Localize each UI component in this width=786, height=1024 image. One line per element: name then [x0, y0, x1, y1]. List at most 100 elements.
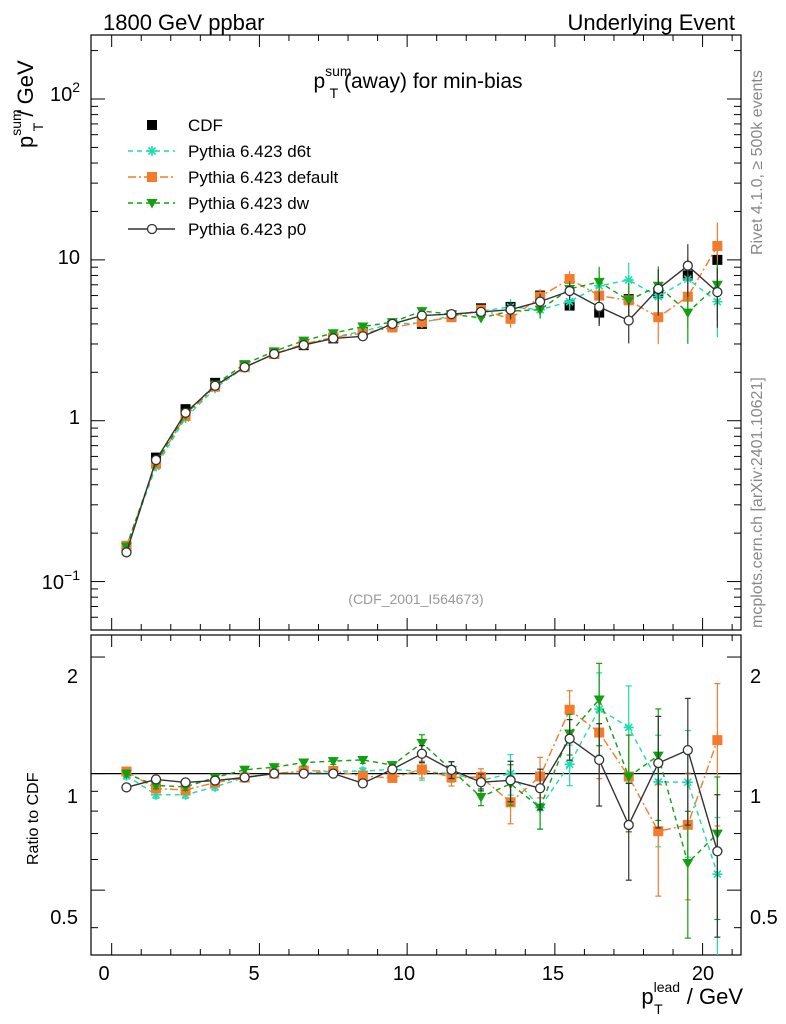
legend-label-1: Pythia 6.423 d6t: [188, 142, 311, 161]
point-4-10: [416, 310, 428, 321]
legend-entry-4: [128, 223, 175, 235]
legend-entry-1: [128, 146, 175, 156]
point-4-5: [269, 348, 280, 360]
ratio-point-3-12: [475, 793, 487, 803]
legend-marker-4: [146, 223, 158, 235]
point-4-9: [387, 318, 398, 330]
header-left: 1800 GeV ppbar: [103, 10, 264, 35]
legend-marker-3: [146, 199, 158, 209]
point-4-12: [475, 306, 487, 318]
ratio-tick-label-right-1: 1: [750, 786, 761, 808]
ratio-point-4-15: [564, 733, 575, 744]
point-4-14: [534, 296, 546, 307]
point-4-16: [594, 301, 605, 313]
point-4-15: [564, 285, 575, 297]
point-4-7: [328, 333, 339, 344]
ratio-point-3-7: [327, 757, 339, 767]
ratio-tick-label-left-0: 0.5: [50, 907, 78, 929]
x-axis-label: plead T / GeV: [641, 979, 743, 1017]
mcplots-label: mcplots.cern.ch [arXiv:2401.10621]: [749, 377, 766, 628]
ratio-line-1: [126, 708, 719, 875]
ratio-point-4-20: [712, 846, 723, 857]
point-4-18: [653, 283, 664, 295]
point-2-15: [564, 274, 575, 285]
point-4-6: [298, 339, 309, 351]
ratio-point-2-18: [653, 826, 664, 837]
ratio-point-1-15: [564, 759, 575, 770]
ratio-point-3-16: [593, 695, 605, 706]
ratio-tick-label-right-0: 0.5: [750, 907, 778, 929]
point-2-18: [653, 312, 664, 323]
ratio-point-2-8: [357, 770, 368, 781]
ratio-tick-label-left-2: 2: [67, 666, 78, 688]
y-tick-label-1: 1: [69, 407, 80, 429]
point-2-20: [712, 240, 723, 251]
legend-label-4: Pythia 6.423 p0: [188, 220, 306, 239]
ratio-point-3-10: [416, 738, 428, 749]
point-3-12: [475, 314, 487, 324]
ratio-point-4-9: [387, 764, 398, 775]
ratio-point-2-10: [416, 764, 427, 775]
ratio-y-axis-label: Ratio to CDF: [25, 772, 42, 865]
point-3-8: [357, 322, 369, 333]
analysis-watermark: (CDF_2001_I564673): [348, 591, 483, 607]
point-4-17: [623, 315, 634, 326]
ratio-point-3-5: [268, 763, 280, 773]
ratio-point-4-8: [357, 778, 368, 789]
y-tick-label-0.1: 10−1: [42, 567, 80, 594]
point-4-3: [209, 380, 221, 391]
ratio-point-2-15: [564, 704, 575, 715]
ratio-point-1-17: [623, 722, 634, 733]
ratio-point-4-14: [534, 783, 546, 794]
ratio-point-4-5: [269, 768, 280, 779]
series-4: [121, 244, 723, 558]
legend: [128, 120, 175, 235]
ratio-point-4-10: [416, 748, 428, 759]
y-axis-label: psum T / GeV: [8, 60, 46, 148]
ratio-point-2-9: [387, 772, 398, 783]
ratio-point-4-19: [682, 744, 693, 756]
x-tick-label-0: 0: [98, 963, 109, 985]
point-4-13: [505, 304, 516, 315]
ratio-tick-label-left-1: 1: [67, 786, 78, 808]
x-tick-label-10: 10: [393, 963, 415, 985]
point-3-19: [682, 308, 694, 319]
ratio-point-4-0: [121, 782, 132, 793]
ratio-point-2-20: [712, 735, 723, 746]
legend-label-0: CDF: [188, 116, 223, 135]
point-4-20: [712, 286, 723, 298]
point-4-8: [357, 331, 368, 342]
legend-label-2: Pythia 6.423 default: [188, 168, 339, 187]
ratio-point-4-12: [475, 777, 487, 788]
ratio-point-3-17: [623, 772, 635, 783]
point-2-10: [416, 317, 427, 328]
x-tick-label-15: 15: [542, 963, 564, 985]
legend-marker-0: [147, 120, 157, 130]
point-4-0: [121, 547, 132, 558]
ratio-point-3-4: [239, 765, 251, 776]
main-plot-frame: [90, 34, 742, 631]
ratio-point-4-17: [623, 819, 634, 831]
ratio-point-4-11: [446, 764, 457, 776]
ratio-point-3-6: [298, 758, 310, 769]
axis-ticks: [91, 35, 741, 955]
plot-title: psum T (away) for min-bias: [313, 63, 522, 101]
ratio-point-4-6: [298, 768, 309, 779]
ratio-point-3-1: [150, 781, 162, 791]
x-tick-label-5: 5: [248, 963, 259, 985]
legend-label-3: Pythia 6.423 dw: [188, 194, 310, 213]
ratio-point-4-16: [594, 754, 605, 766]
ratio-tick-label-right-2: 2: [750, 666, 761, 688]
ratio-point-4-7: [328, 768, 339, 779]
point-3-17: [623, 296, 635, 306]
point-3-16: [593, 277, 605, 288]
point-4-19: [682, 260, 693, 271]
y-tick-label-10: 10: [58, 247, 80, 269]
series-0: [121, 244, 723, 552]
rivet-label: Rivet 4.1.0, ≥ 500k events: [749, 70, 766, 255]
ratio-point-4-3: [209, 775, 221, 786]
point-4-1: [150, 454, 162, 466]
ratio-point-3-8: [357, 755, 369, 766]
ratio-series-2: [121, 682, 723, 901]
